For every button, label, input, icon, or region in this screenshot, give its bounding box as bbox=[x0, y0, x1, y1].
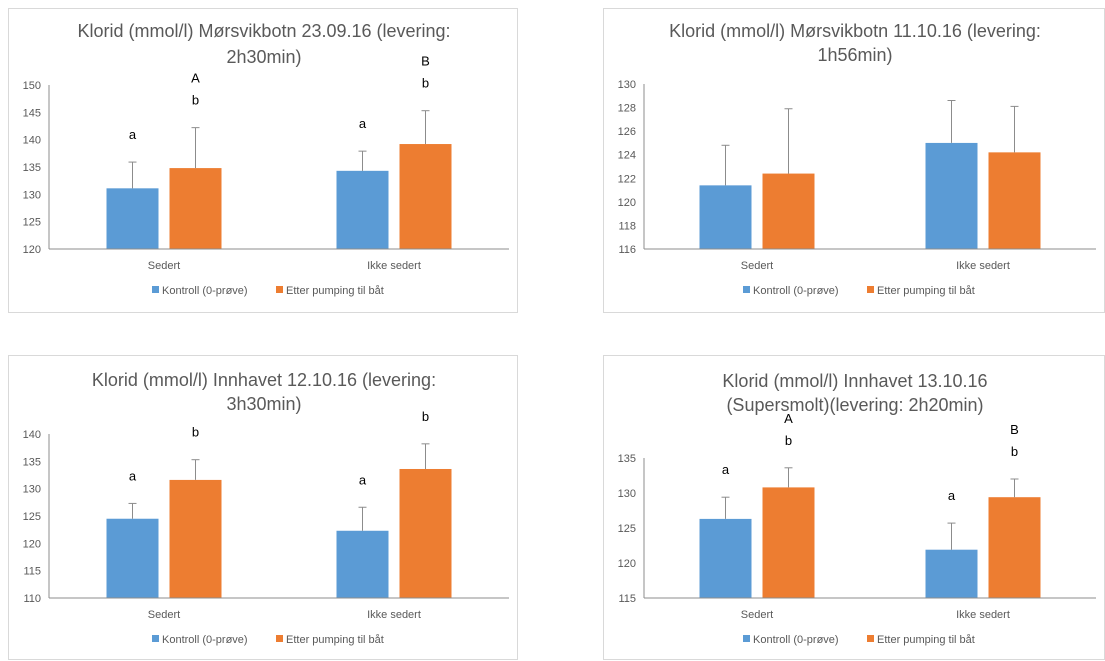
chart-title-line: 1h56min) bbox=[817, 45, 892, 65]
legend-label: Etter pumping til båt bbox=[877, 285, 975, 297]
bar bbox=[169, 479, 222, 598]
y-tick-label: 115 bbox=[23, 566, 41, 578]
bar bbox=[762, 487, 815, 598]
significance-label: B bbox=[421, 54, 430, 69]
bar bbox=[106, 188, 159, 249]
y-tick-label: 118 bbox=[618, 220, 636, 232]
legend-label: Kontroll (0-prøve) bbox=[162, 634, 248, 646]
y-tick-label: 116 bbox=[618, 244, 636, 256]
chart-title-line: Klorid (mmol/l) Mørsvikbotn 23.09.16 (le… bbox=[77, 21, 450, 41]
significance-label: a bbox=[359, 472, 367, 487]
category-label: Sedert bbox=[741, 260, 773, 272]
y-tick-label: 126 bbox=[618, 126, 636, 138]
significance-label: B bbox=[1010, 422, 1019, 437]
significance-label: A bbox=[784, 411, 793, 426]
y-tick-label: 125 bbox=[618, 523, 636, 535]
chart-svg: Klorid (mmol/l) Mørsvikbotn 23.09.16 (le… bbox=[23, 21, 509, 297]
category-label: Sedert bbox=[148, 260, 180, 272]
legend-label: Etter pumping til båt bbox=[286, 285, 384, 297]
category-label: Ikke sedert bbox=[956, 260, 1010, 272]
chart-panel-innhavet-12-10: Klorid (mmol/l) Innhavet 12.10.16 (lever… bbox=[8, 355, 518, 660]
chart-title-line: 3h30min) bbox=[226, 394, 301, 414]
significance-label: b bbox=[422, 76, 429, 91]
legend-label: Etter pumping til båt bbox=[286, 634, 384, 646]
category-label: Ikke sedert bbox=[956, 609, 1010, 621]
chart-title-line: (Supersmolt)(levering: 2h20min) bbox=[726, 395, 983, 415]
bar bbox=[336, 530, 389, 598]
y-tick-label: 130 bbox=[23, 484, 41, 496]
bar bbox=[988, 152, 1041, 249]
significance-label: A bbox=[191, 71, 200, 86]
chart-title-line: Klorid (mmol/l) Innhavet 12.10.16 (lever… bbox=[92, 370, 436, 390]
legend-swatch bbox=[152, 286, 159, 293]
y-tick-label: 140 bbox=[23, 429, 41, 441]
y-tick-label: 120 bbox=[618, 558, 636, 570]
y-tick-label: 120 bbox=[23, 538, 41, 550]
y-tick-label: 124 bbox=[618, 150, 636, 162]
significance-label: a bbox=[359, 116, 367, 131]
category-label: Sedert bbox=[148, 609, 180, 621]
legend-swatch bbox=[867, 286, 874, 293]
y-tick-label: 130 bbox=[23, 189, 41, 201]
bar bbox=[699, 518, 752, 598]
y-tick-label: 135 bbox=[618, 453, 636, 465]
chart-panel-morsvikbotn-23-09: Klorid (mmol/l) Mørsvikbotn 23.09.16 (le… bbox=[8, 8, 518, 313]
y-tick-label: 130 bbox=[618, 488, 636, 500]
significance-label: a bbox=[948, 488, 956, 503]
significance-label: a bbox=[129, 127, 137, 142]
significance-label: a bbox=[129, 468, 137, 483]
category-label: Sedert bbox=[741, 609, 773, 621]
y-tick-label: 140 bbox=[23, 135, 41, 147]
significance-label: b bbox=[1011, 444, 1018, 459]
legend-swatch bbox=[276, 635, 283, 642]
y-tick-label: 122 bbox=[618, 173, 636, 185]
chart-title-line: Klorid (mmol/l) Innhavet 13.10.16 bbox=[722, 371, 987, 391]
y-tick-label: 110 bbox=[23, 593, 41, 605]
chart-panel-innhavet-13-10: Klorid (mmol/l) Innhavet 13.10.16 (Supers… bbox=[603, 355, 1105, 660]
legend-swatch bbox=[743, 635, 750, 642]
y-tick-label: 120 bbox=[23, 244, 41, 256]
category-label: Ikke sedert bbox=[367, 609, 421, 621]
chart-svg: Klorid (mmol/l) Mørsvikbotn 11.10.16 (le… bbox=[618, 21, 1096, 297]
bar bbox=[762, 173, 815, 249]
y-tick-label: 125 bbox=[23, 511, 41, 523]
bar bbox=[699, 185, 752, 249]
significance-label: b bbox=[785, 433, 792, 448]
bar bbox=[399, 144, 452, 249]
y-tick-label: 120 bbox=[618, 197, 636, 209]
chart-title-line: 2h30min) bbox=[226, 47, 301, 67]
bar bbox=[925, 142, 978, 249]
significance-label: b bbox=[192, 93, 199, 108]
significance-label: b bbox=[422, 409, 429, 424]
y-tick-label: 125 bbox=[23, 217, 41, 229]
chart-svg: Klorid (mmol/l) Innhavet 12.10.16 (lever… bbox=[23, 370, 509, 646]
legend-label: Kontroll (0-prøve) bbox=[753, 634, 839, 646]
y-tick-label: 128 bbox=[618, 103, 636, 115]
legend-swatch bbox=[152, 635, 159, 642]
chart-panel-morsvikbotn-11-10: Klorid (mmol/l) Mørsvikbotn 11.10.16 (le… bbox=[603, 8, 1105, 313]
legend-swatch bbox=[867, 635, 874, 642]
bar bbox=[925, 549, 978, 598]
legend-label: Etter pumping til båt bbox=[877, 634, 975, 646]
bar bbox=[336, 170, 389, 249]
legend-swatch bbox=[743, 286, 750, 293]
y-tick-label: 135 bbox=[23, 162, 41, 174]
bar bbox=[106, 518, 159, 598]
legend-label: Kontroll (0-prøve) bbox=[162, 285, 248, 297]
y-tick-label: 130 bbox=[618, 79, 636, 91]
y-tick-label: 135 bbox=[23, 456, 41, 468]
y-tick-label: 115 bbox=[618, 593, 636, 605]
chart-svg: Klorid (mmol/l) Innhavet 13.10.16 (Supers… bbox=[618, 371, 1096, 646]
bar bbox=[988, 497, 1041, 598]
bar bbox=[399, 468, 452, 598]
y-tick-label: 150 bbox=[23, 80, 41, 92]
y-tick-label: 145 bbox=[23, 107, 41, 119]
category-label: Ikke sedert bbox=[367, 260, 421, 272]
legend-label: Kontroll (0-prøve) bbox=[753, 285, 839, 297]
significance-label: a bbox=[722, 462, 730, 477]
bar bbox=[169, 168, 222, 249]
legend-swatch bbox=[276, 286, 283, 293]
significance-label: b bbox=[192, 425, 199, 440]
chart-title-line: Klorid (mmol/l) Mørsvikbotn 11.10.16 (le… bbox=[669, 21, 1041, 41]
